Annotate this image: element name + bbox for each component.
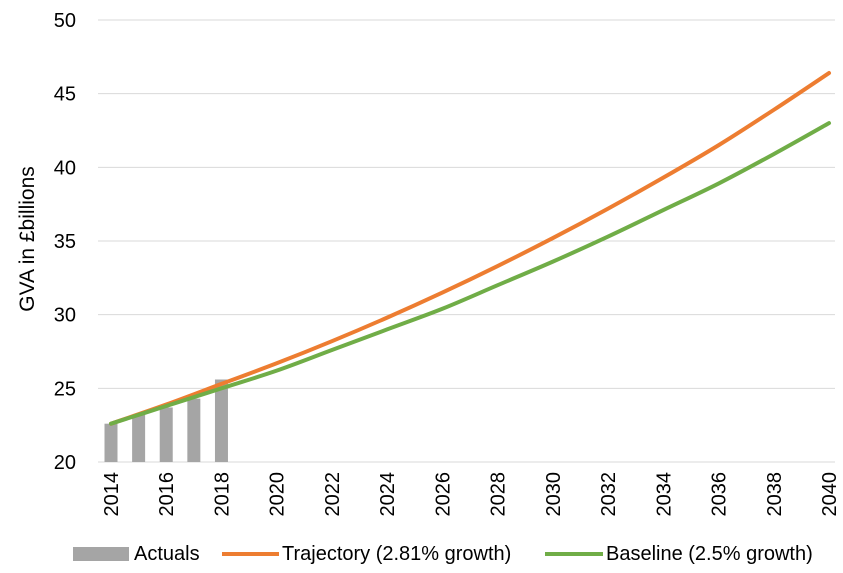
x-tick-label: 2014 (101, 472, 123, 517)
bar-actual (187, 398, 201, 462)
x-tick-label: 2026 (432, 472, 454, 517)
legend: Actuals Trajectory (2.81% growth) Baseline… (73, 543, 813, 565)
x-tick-label: 2030 (543, 472, 565, 517)
y-axis-tick-labels: 20 25 30 35 40 45 50 (54, 10, 76, 474)
x-tick-label: 2016 (156, 472, 178, 517)
legend-swatch-actuals (73, 547, 129, 561)
x-tick-label: 2040 (819, 472, 841, 517)
legend-label-trajectory: Trajectory (2.81% growth) (282, 543, 511, 565)
x-tick-label: 2028 (488, 472, 510, 517)
series-lines (109, 71, 831, 426)
x-tick-label: 2036 (709, 472, 731, 517)
y-tick-label: 50 (54, 10, 76, 32)
y-tick-label: 40 (54, 157, 76, 179)
x-tick-label: 2038 (764, 472, 786, 517)
legend-label-actuals: Actuals (134, 543, 200, 565)
bar-actual (104, 423, 118, 462)
x-axis-tick-labels: 2014 2016 2018 2020 2022 2024 2026 2028 2030 2032… (101, 472, 841, 517)
legend-label-baseline: Baseline (2.5% growth) (606, 543, 813, 565)
x-tick-label: 2034 (653, 472, 675, 517)
actuals-bars (104, 379, 228, 462)
baseline-line (109, 121, 831, 426)
bar-actual (214, 379, 228, 462)
x-tick-label: 2032 (598, 472, 620, 517)
bar-actual (132, 414, 146, 462)
y-tick-label: 35 (54, 231, 76, 253)
y-tick-label: 30 (54, 305, 76, 327)
y-tick-label: 45 (54, 84, 76, 106)
y-axis-label: GVA in £billions (16, 166, 39, 312)
x-tick-label: 2018 (211, 472, 233, 517)
trajectory-line (109, 71, 831, 426)
x-tick-label: 2022 (322, 472, 344, 517)
y-tick-label: 20 (54, 452, 76, 474)
x-tick-label: 2024 (377, 472, 399, 517)
y-tick-label: 25 (54, 378, 76, 400)
x-tick-label: 2020 (267, 472, 289, 517)
bar-actual (159, 407, 173, 462)
gridlines (98, 19, 835, 463)
